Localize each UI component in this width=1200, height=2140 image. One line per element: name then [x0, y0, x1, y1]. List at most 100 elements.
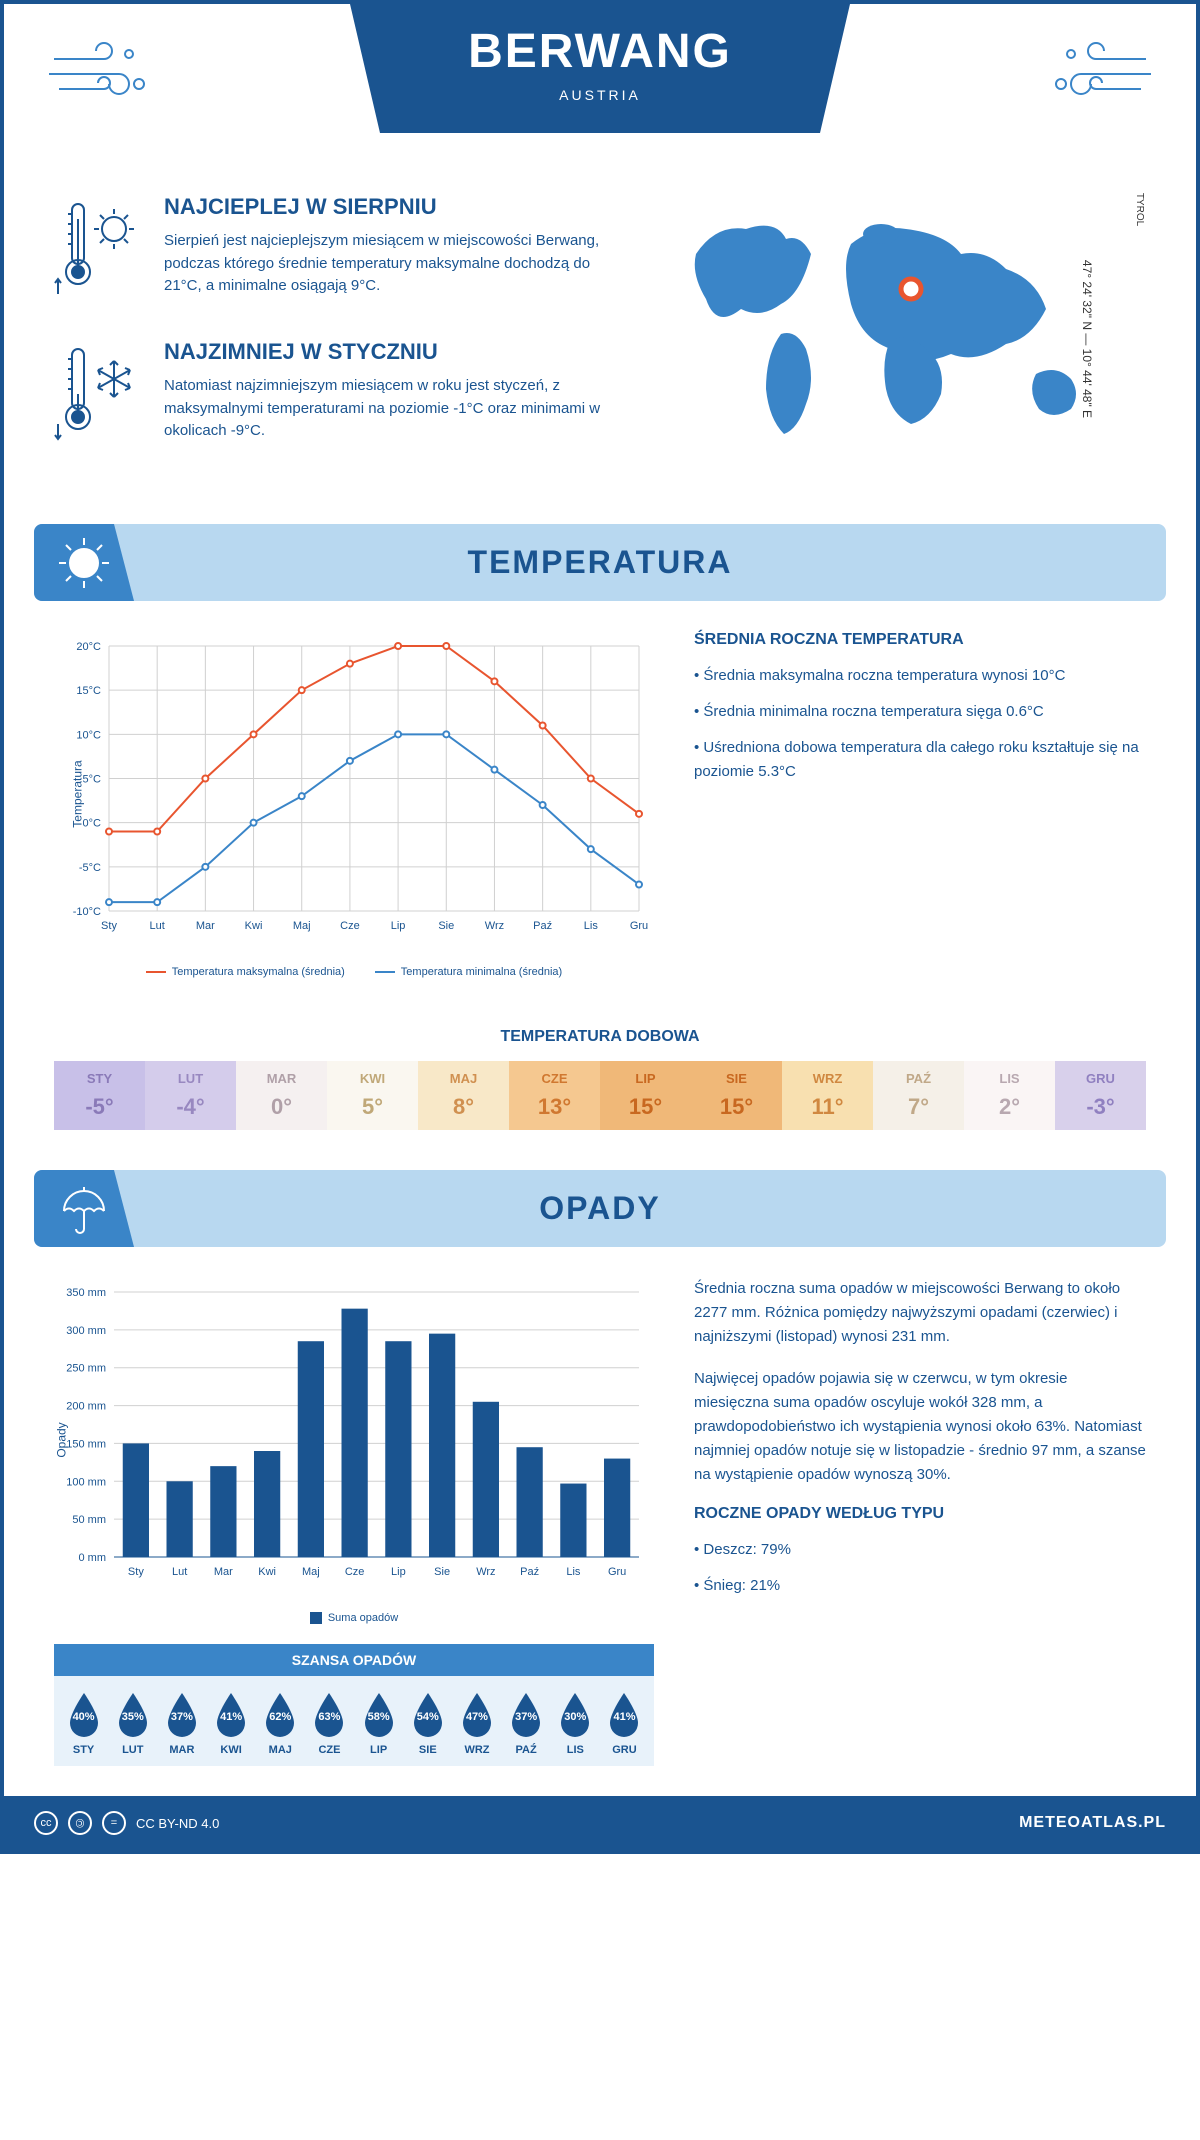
- temp-bullet: • Średnia maksymalna roczna temperatura …: [694, 664, 1146, 688]
- drop-icon: 47%: [457, 1691, 497, 1739]
- chance-cell: 62%MAJ: [256, 1691, 305, 1756]
- site-label: METEOATLAS.PL: [1019, 1814, 1166, 1832]
- drop-icon: 41%: [211, 1691, 251, 1739]
- daily-month: MAJ: [418, 1071, 509, 1094]
- chance-value: 47%: [466, 1711, 488, 1723]
- precip-p2: Najwięcej opadów pojawia się w czerwcu, …: [694, 1367, 1146, 1487]
- chance-cell: 30%LIS: [551, 1691, 600, 1756]
- daily-month: KWI: [327, 1071, 418, 1094]
- daily-cell: CZE13°: [509, 1061, 600, 1130]
- chance-cell: 47% WRZ: [452, 1691, 501, 1756]
- temp-banner: TEMPERATURA: [34, 524, 1166, 601]
- cc-icon: cc: [34, 1811, 58, 1835]
- coords-label: 47° 24' 32" N — 10° 44' 48" E: [1080, 260, 1094, 418]
- thermometer-sun-icon: [54, 194, 144, 309]
- chance-month: WRZ: [452, 1744, 501, 1756]
- daily-month: MAR: [236, 1071, 327, 1094]
- chance-cell: 35%LUT: [108, 1691, 157, 1756]
- world-map-icon: [666, 194, 1146, 454]
- drop-icon: 41%: [604, 1691, 644, 1739]
- map-block: TYROL 47° 24' 32" N — 10° 44' 48" E: [666, 194, 1146, 484]
- chance-value: 37%: [515, 1711, 537, 1723]
- nd-icon: =: [102, 1811, 126, 1835]
- daily-month: SIE: [691, 1071, 782, 1094]
- chance-cell: 63%CZE: [305, 1691, 354, 1756]
- legend-max-label: Temperatura maksymalna (średnia): [172, 966, 345, 978]
- daily-month: LIP: [600, 1071, 691, 1094]
- daily-value: 7°: [873, 1094, 964, 1120]
- daily-cell: STY-5°: [54, 1061, 145, 1130]
- precip-chart: Opady 0 mm50 mm100 mm150 mm200 mm250 mm3…: [54, 1277, 654, 1602]
- chance-cell: 41% KWI: [207, 1691, 256, 1756]
- chance-cell: 37%MAR: [157, 1691, 206, 1756]
- daily-month: WRZ: [782, 1071, 873, 1094]
- svg-text:Mar: Mar: [214, 1566, 233, 1578]
- temp-bullet: • Uśredniona dobowa temperatura dla całe…: [694, 736, 1146, 784]
- svg-text:15°C: 15°C: [76, 685, 101, 697]
- precip-info: Średnia roczna suma opadów w miejscowośc…: [694, 1277, 1146, 1766]
- svg-text:-5°C: -5°C: [79, 862, 101, 874]
- sun-icon: [34, 524, 134, 601]
- intro-section: NAJCIEPLEJ W SIERPNIU Sierpień jest najc…: [4, 164, 1196, 524]
- precip-legend-label: Suma opadów: [328, 1612, 398, 1624]
- hot-text: Sierpień jest najcieplejszym miesiącem w…: [164, 230, 626, 298]
- drop-icon: 37%: [506, 1691, 546, 1739]
- svg-text:Lis: Lis: [566, 1566, 581, 1578]
- daily-table: STY-5°LUT-4°MAR0°KWI5°MAJ8°CZE13°LIP15°S…: [54, 1061, 1146, 1130]
- daily-cell: KWI5°: [327, 1061, 418, 1130]
- svg-text:Wrz: Wrz: [476, 1566, 495, 1578]
- precip-type-heading: ROCZNE OPADY WEDŁUG TYPU: [694, 1505, 1146, 1523]
- chance-value: 63%: [318, 1711, 340, 1723]
- drop-icon: 37%: [162, 1691, 202, 1739]
- daily-value: 15°: [691, 1094, 782, 1120]
- daily-cell: LIS2°: [964, 1061, 1055, 1130]
- svg-text:-10°C: -10°C: [73, 906, 101, 918]
- svg-text:Paź: Paź: [533, 920, 552, 932]
- daily-value: -5°: [54, 1094, 145, 1120]
- chance-table: 40%STY35%LUT37%MAR41%KWI62%MAJ63%CZE58%L…: [54, 1676, 654, 1766]
- precip-p1: Średnia roczna suma opadów w miejscowośc…: [694, 1277, 1146, 1349]
- svg-text:300 mm: 300 mm: [66, 1325, 106, 1337]
- chance-cell: 54%SIE: [403, 1691, 452, 1756]
- precip-type-bullet: • Śnieg: 21%: [694, 1574, 1146, 1598]
- chance-value: 30%: [564, 1711, 586, 1723]
- svg-text:Sty: Sty: [128, 1566, 144, 1578]
- svg-text:Sty: Sty: [101, 920, 117, 932]
- svg-text:250 mm: 250 mm: [66, 1363, 106, 1375]
- chance-month: GRU: [600, 1744, 649, 1756]
- chance-month: KWI: [207, 1744, 256, 1756]
- page-subtitle: AUSTRIA: [350, 87, 850, 103]
- chance-value: 37%: [171, 1711, 193, 1723]
- drop-icon: 40%: [64, 1691, 104, 1739]
- daily-value: 13°: [509, 1094, 600, 1120]
- daily-value: 5°: [327, 1094, 418, 1120]
- hot-heading: NAJCIEPLEJ W SIERPNIU: [164, 194, 626, 220]
- temp-legend: Temperatura maksymalna (średnia) Tempera…: [54, 966, 654, 978]
- daily-value: -3°: [1055, 1094, 1146, 1120]
- hot-block: NAJCIEPLEJ W SIERPNIU Sierpień jest najc…: [54, 194, 626, 309]
- svg-text:Cze: Cze: [345, 1566, 365, 1578]
- daily-cell: LUT-4°: [145, 1061, 236, 1130]
- drop-icon: 35%: [113, 1691, 153, 1739]
- daily-cell: MAJ8°: [418, 1061, 509, 1130]
- daily-cell: LIP15°: [600, 1061, 691, 1130]
- license-label: CC BY-ND 4.0: [136, 1816, 219, 1831]
- temp-info: ŚREDNIA ROCZNA TEMPERATURA • Średnia mak…: [694, 631, 1146, 978]
- temp-ylabel: Temperatura: [71, 760, 85, 827]
- chance-value: 58%: [368, 1711, 390, 1723]
- footer: cc 🄯 = CC BY-ND 4.0 METEOATLAS.PL: [4, 1796, 1196, 1850]
- svg-text:Cze: Cze: [340, 920, 360, 932]
- svg-text:200 mm: 200 mm: [66, 1401, 106, 1413]
- cold-text: Natomiast najzimniejszym miesiącem w rok…: [164, 375, 626, 443]
- daily-value: 0°: [236, 1094, 327, 1120]
- chance-cell: 40%STY: [59, 1691, 108, 1756]
- daily-cell: WRZ11°: [782, 1061, 873, 1130]
- daily-month: LIS: [964, 1071, 1055, 1094]
- chance-value: 54%: [417, 1711, 439, 1723]
- drop-icon: 62%: [260, 1691, 300, 1739]
- svg-text:Wrz: Wrz: [485, 920, 504, 932]
- svg-text:Kwi: Kwi: [258, 1566, 276, 1578]
- by-icon: 🄯: [68, 1811, 92, 1835]
- cold-block: NAJZIMNIEJ W STYCZNIU Natomiast najzimni…: [54, 339, 626, 454]
- temp-banner-title: TEMPERATURA: [34, 544, 1166, 581]
